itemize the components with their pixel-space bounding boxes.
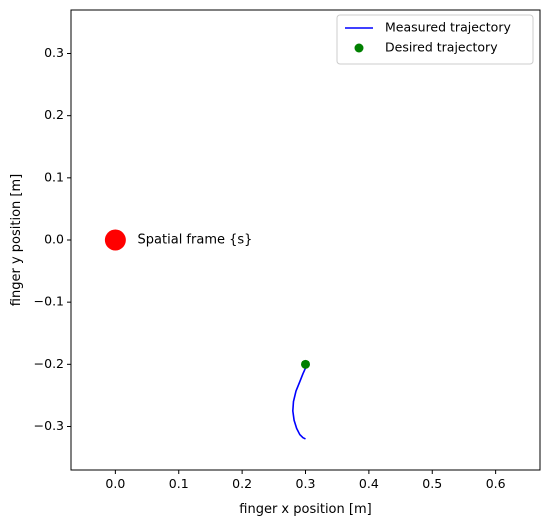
legend-desired-label: Desired trajectory bbox=[385, 40, 498, 55]
y-tick-label: 0.1 bbox=[44, 169, 64, 184]
x-tick-label: 0.1 bbox=[169, 476, 189, 491]
legend-measured-label: Measured trajectory bbox=[385, 20, 511, 35]
measured-trajectory-line bbox=[292, 364, 308, 440]
y-tick-label: 0.2 bbox=[44, 107, 64, 122]
desired-trajectory-point bbox=[301, 359, 310, 369]
x-axis-label: finger x position [m] bbox=[239, 502, 371, 517]
y-tick-label: −0.1 bbox=[34, 294, 64, 309]
y-tick-label: −0.3 bbox=[34, 418, 64, 433]
y-axis-label: finger y position [m] bbox=[9, 174, 24, 306]
x-tick-label: 0.6 bbox=[486, 476, 506, 491]
y-tick-label: 0.3 bbox=[44, 45, 64, 60]
legend-box bbox=[336, 14, 534, 65]
spatial-frame-origin-marker bbox=[104, 229, 126, 251]
y-axis-ticks: −0.3 −0.2 −0.1 0.0 0.1 0.2 0.3 bbox=[34, 45, 71, 433]
x-tick-label: 0.2 bbox=[232, 476, 252, 491]
x-tick-label: 0.4 bbox=[359, 476, 379, 491]
x-tick-label: 0.3 bbox=[296, 476, 316, 491]
legend: Measured trajectory Desired trajectory bbox=[336, 14, 534, 65]
x-axis-ticks: 0.0 0.1 0.2 0.3 0.4 0.5 0.6 bbox=[105, 470, 506, 491]
x-tick-label: 0.0 bbox=[105, 476, 125, 491]
y-tick-label: −0.2 bbox=[34, 356, 64, 371]
y-tick-label: 0.0 bbox=[44, 232, 64, 247]
spatial-frame-annotation: Spatial frame {s} bbox=[138, 233, 253, 248]
legend-desired-marker-swatch bbox=[354, 43, 364, 53]
series-layer bbox=[292, 359, 310, 440]
x-tick-label: 0.5 bbox=[422, 476, 442, 491]
